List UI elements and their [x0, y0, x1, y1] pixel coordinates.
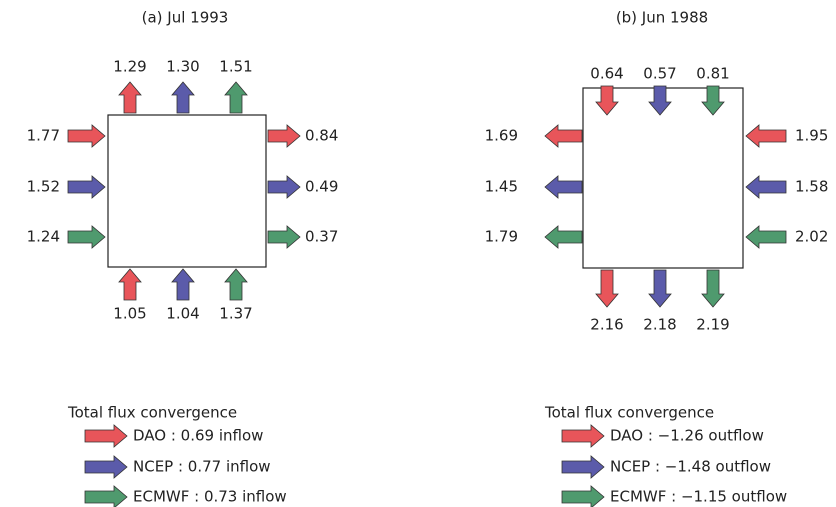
flux-arrow: [595, 85, 619, 116]
flux-arrow: [701, 85, 725, 116]
flux-label: 1.45: [485, 178, 518, 196]
flux-label: 2.02: [795, 228, 828, 246]
flux-arrow: [67, 225, 106, 249]
flux-arrow: [595, 269, 619, 308]
legend-entry: NCEP : −1.48 outflow: [610, 458, 771, 476]
flux-label: 1.79: [485, 228, 518, 246]
flux-label: 0.84: [305, 127, 338, 145]
flux-arrow: [67, 124, 106, 148]
flux-arrow: [267, 225, 301, 249]
flux-arrow: [84, 424, 128, 448]
flux-arrow: [561, 455, 605, 479]
flux-label: 0.81: [696, 65, 729, 83]
flux-arrow: [84, 485, 128, 507]
flux-arrow: [561, 424, 605, 448]
flux-arrow: [171, 81, 195, 114]
panel-title: (a) Jul 1993: [142, 9, 229, 27]
flux-arrow: [67, 175, 106, 199]
legend-entry: ECMWF : −1.15 outflow: [610, 488, 787, 506]
flux-arrow: [701, 269, 725, 308]
legend-entry: ECMWF : 0.73 inflow: [133, 488, 287, 506]
flux-arrow: [745, 124, 787, 148]
flux-label: 0.64: [590, 65, 623, 83]
flux-arrow: [544, 225, 583, 249]
flux-label: 1.58: [795, 178, 828, 196]
region-box: [582, 87, 744, 269]
flux-label: 2.19: [696, 316, 729, 334]
flux-arrow: [118, 81, 142, 114]
flux-label: 0.57: [643, 65, 676, 83]
legend-entry: DAO : −1.26 outflow: [610, 427, 764, 445]
flux-label: 1.29: [113, 58, 146, 76]
flux-arrow: [745, 175, 787, 199]
flux-label: 1.05: [113, 305, 146, 323]
flux-arrow: [224, 81, 248, 114]
flux-label: 2.18: [643, 316, 676, 334]
flux-arrow: [267, 124, 301, 148]
legend-entry: DAO : 0.69 inflow: [133, 427, 263, 445]
flux-label: 1.37: [219, 305, 252, 323]
flux-label: 1.95: [795, 127, 828, 145]
flux-label: 1.52: [27, 178, 60, 196]
flux-label: 0.37: [305, 228, 338, 246]
flux-label: 1.51: [219, 58, 252, 76]
region-box: [107, 114, 267, 268]
flux-label: 1.30: [166, 58, 199, 76]
flux-arrow: [544, 124, 583, 148]
flux-arrow: [561, 485, 605, 507]
legend-title: Total flux convergence: [544, 404, 714, 422]
flux-label: 1.69: [485, 127, 518, 145]
legend-entry: NCEP : 0.77 inflow: [133, 458, 271, 476]
flux-label: 1.04: [166, 305, 199, 323]
flux-label: 0.49: [305, 178, 338, 196]
flux-arrow: [84, 455, 128, 479]
flux-arrow: [267, 175, 301, 199]
flux-label: 1.24: [27, 228, 60, 246]
flux-arrow: [648, 269, 672, 308]
legend-title: Total flux convergence: [67, 404, 237, 422]
panel-title: (b) Jun 1988: [616, 9, 708, 27]
flux-arrow: [745, 225, 787, 249]
flux-arrow: [648, 85, 672, 116]
flux-arrow: [171, 268, 195, 301]
flux-arrow: [224, 268, 248, 301]
flux-arrow: [544, 175, 583, 199]
flux-label: 1.77: [27, 127, 60, 145]
flux-arrow: [118, 268, 142, 301]
flux-label: 2.16: [590, 316, 623, 334]
